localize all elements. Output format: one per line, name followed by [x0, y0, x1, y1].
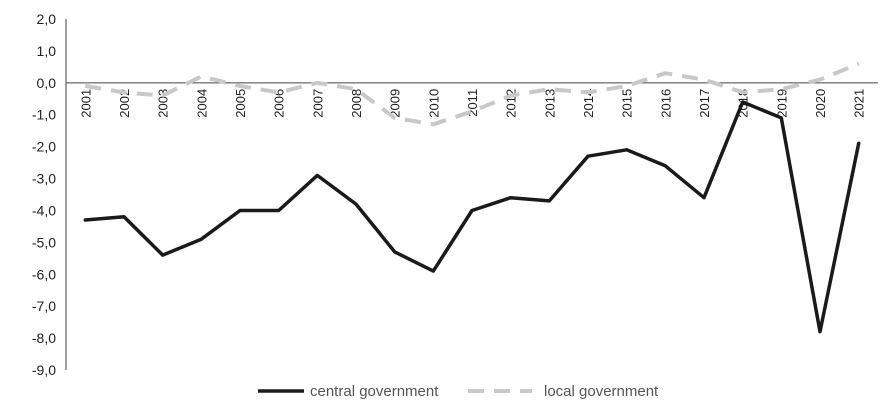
x-tick-label: 2013	[542, 89, 557, 118]
legend-label: local government	[544, 383, 659, 400]
x-tick-label: 2004	[194, 89, 209, 118]
x-tick-label: 2020	[813, 89, 828, 118]
y-axis-ticks: 2,0 1,0 0,0 -1,0 -2,0 -3,0 -4,0 -5,0 -6,0 -7,0 -8,…	[32, 11, 56, 378]
x-tick-label: 2014	[581, 89, 596, 118]
x-tick-label: 2006	[272, 89, 287, 118]
y-tick-label: -7,0	[32, 298, 56, 314]
legend-label: central government	[310, 383, 439, 400]
y-tick-label: -8,0	[32, 330, 56, 346]
y-tick-label: 2,0	[37, 11, 57, 27]
legend: central government local government	[258, 383, 659, 400]
y-tick-label: -6,0	[32, 266, 56, 282]
x-tick-label: 2001	[78, 89, 93, 118]
y-tick-label: -9,0	[32, 362, 56, 378]
y-tick-label: -3,0	[32, 171, 56, 187]
x-tick-label: 2005	[233, 89, 248, 118]
series-layer	[83, 61, 861, 334]
y-tick-label: 0,0	[37, 75, 57, 91]
x-tick-label: 2007	[310, 89, 325, 118]
x-tick-label: 2009	[388, 89, 403, 118]
x-tick-label: 2011	[465, 89, 480, 117]
y-tick-label: -4,0	[32, 202, 56, 218]
x-tick-label: 2019	[774, 89, 789, 118]
series-line-central-government	[83, 100, 861, 334]
y-tick-label: -1,0	[32, 107, 56, 123]
x-tick-label: 2008	[349, 89, 364, 118]
x-tick-label: 2015	[620, 89, 635, 118]
x-tick-label: 2002	[117, 89, 132, 118]
x-tick-label: 2010	[426, 89, 441, 118]
x-tick-label: 2017	[697, 89, 712, 118]
y-tick-label: 1,0	[37, 43, 57, 59]
x-tick-label: 2021	[852, 89, 867, 118]
y-tick-label: -5,0	[32, 234, 56, 250]
x-tick-label: 2003	[156, 89, 171, 118]
y-tick-label: -2,0	[32, 139, 56, 155]
x-axis-ticks: 2001 2002 2003 2004 2005 2006 2007 2008 2009 2010…	[78, 89, 866, 118]
x-tick-label: 2016	[658, 89, 673, 118]
series-line-local-government	[84, 61, 860, 127]
